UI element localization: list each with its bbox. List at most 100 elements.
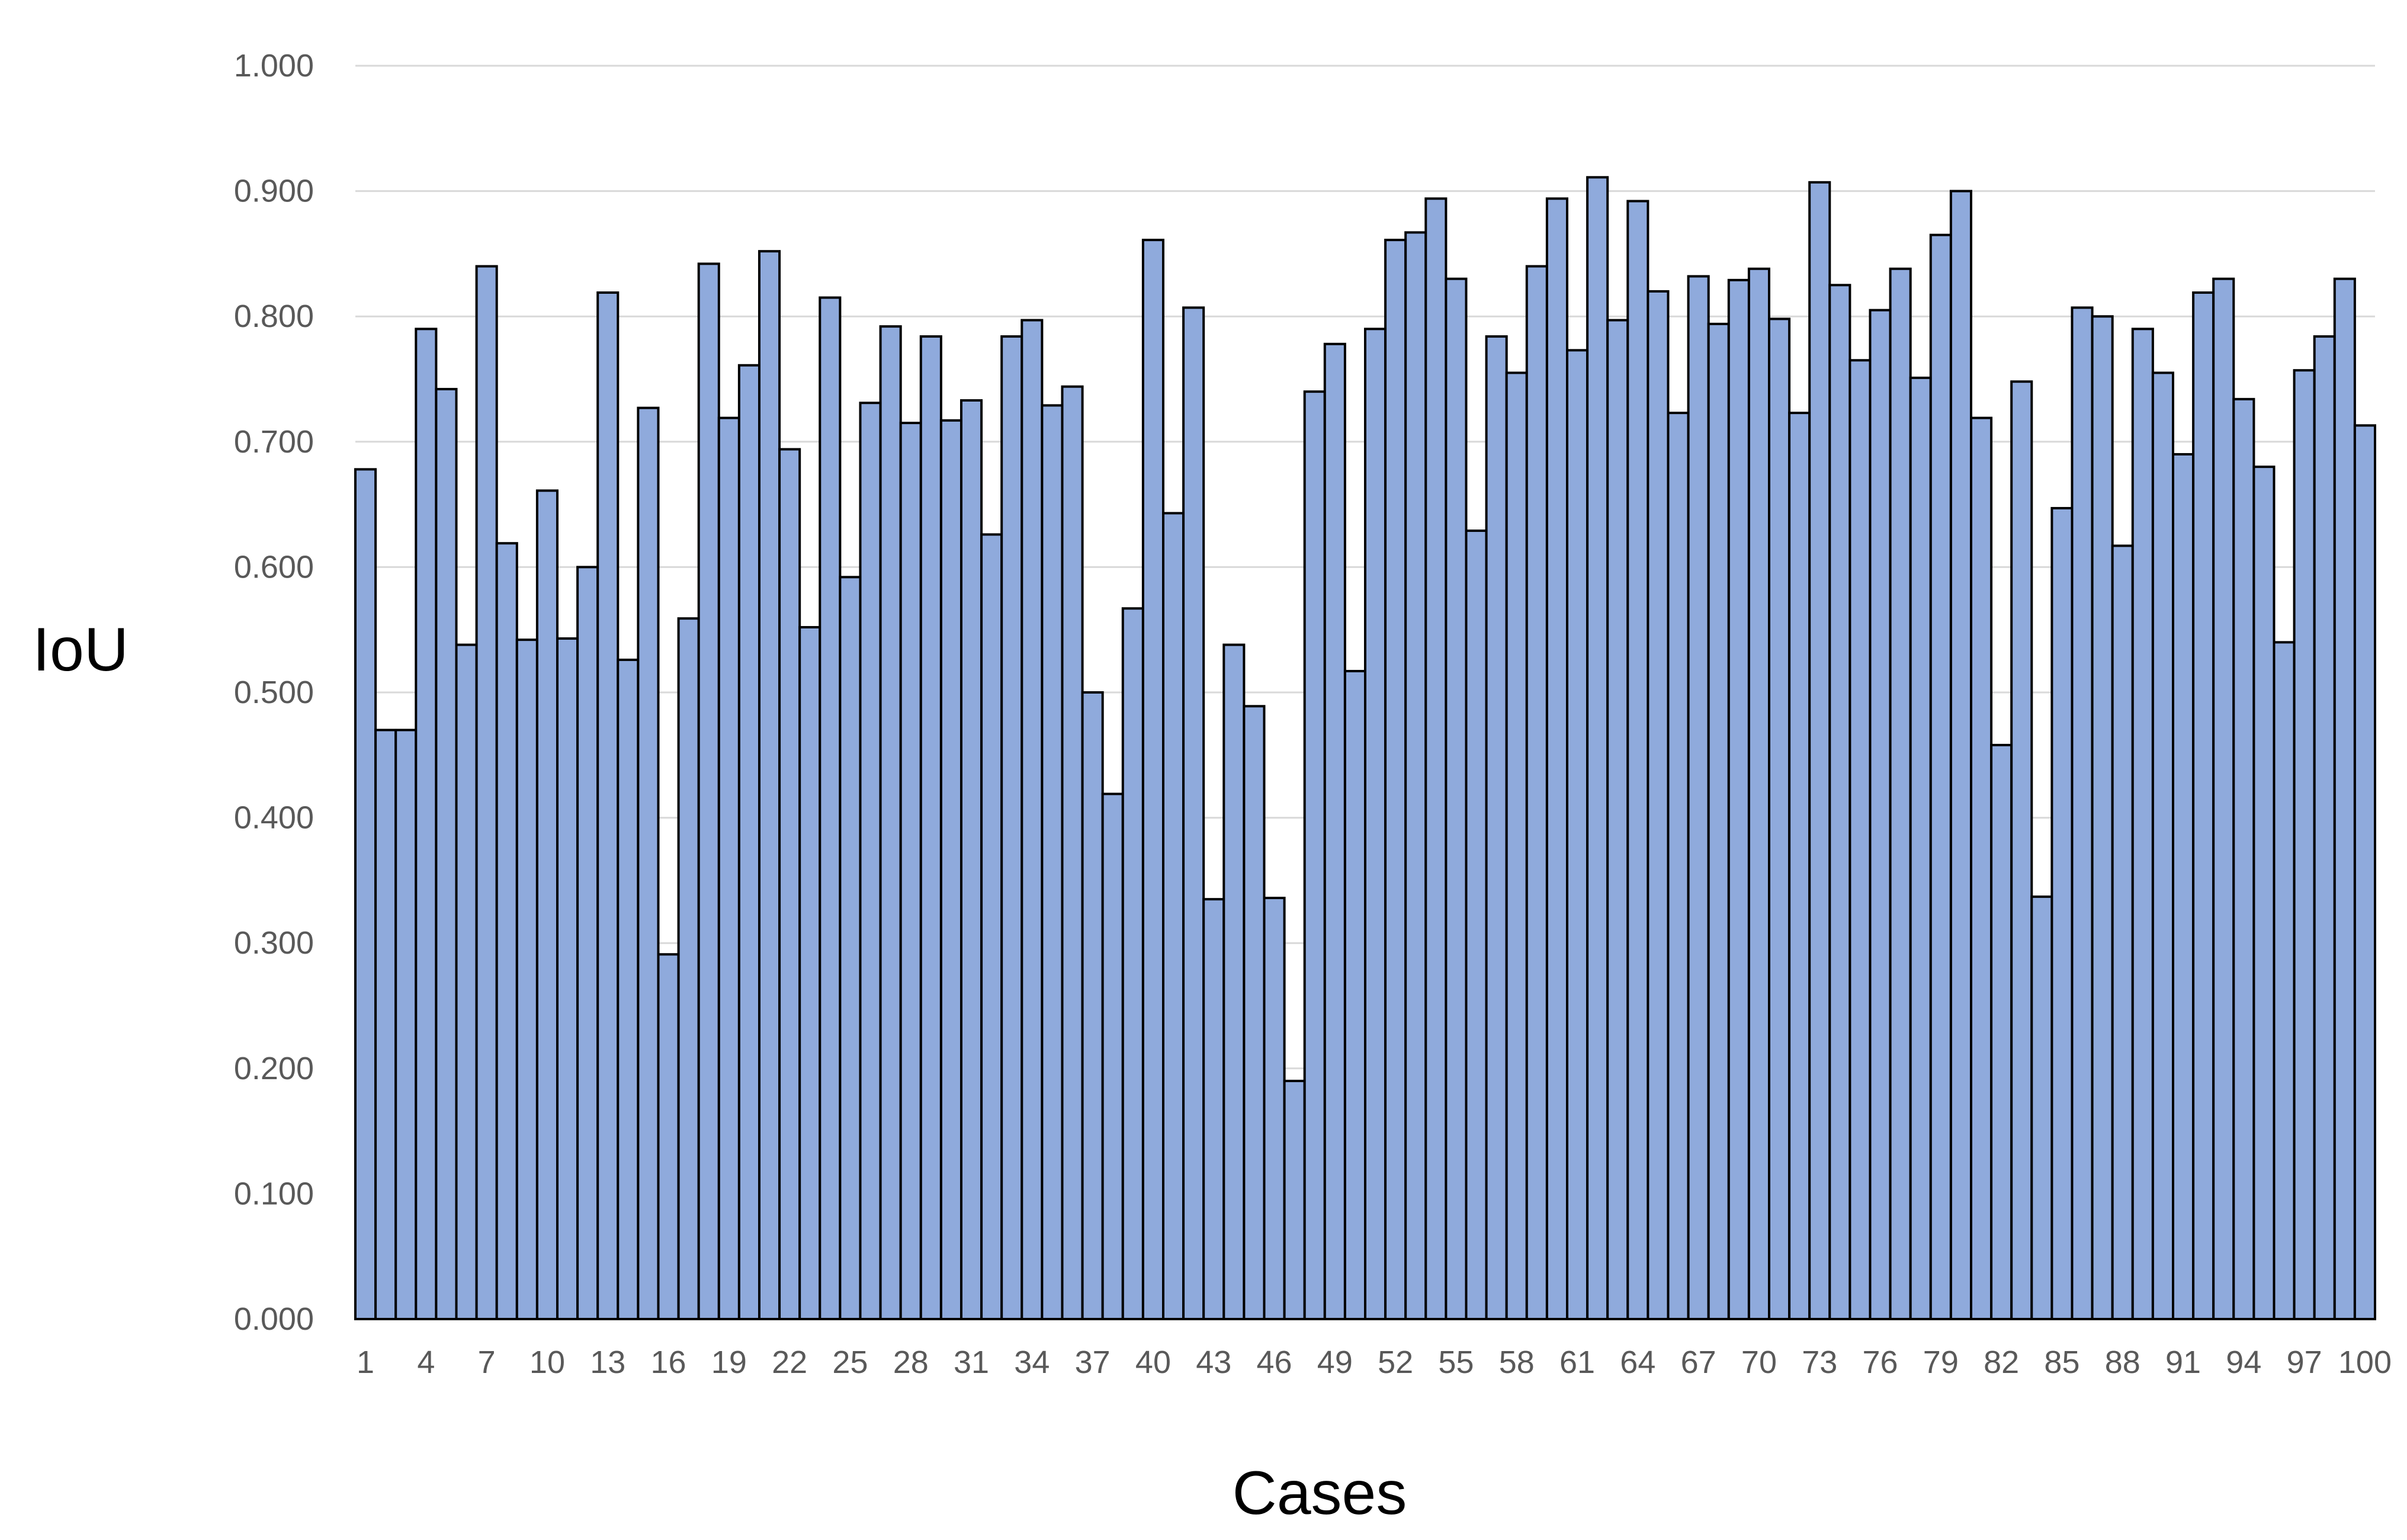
x-tick-label: 64 [1620, 1345, 1655, 1380]
bar-case-31 [960, 399, 983, 1320]
x-tick-label: 10 [529, 1345, 565, 1380]
bar-case-40 [1141, 239, 1165, 1320]
x-tick-label: 67 [1681, 1345, 1716, 1380]
bar-case-29 [919, 335, 942, 1320]
bar-case-68 [1707, 322, 1730, 1320]
bar-case-60 [1545, 197, 1568, 1320]
bar-case-97 [2293, 369, 2316, 1320]
x-tick-label: 22 [772, 1345, 807, 1380]
bar-case-47 [1283, 1079, 1306, 1320]
x-tick-label: 79 [1923, 1345, 1959, 1380]
bar-case-22 [778, 448, 801, 1320]
x-axis-ticks: 1 4 7 10 13 16 19 22 25 28 31 34 37 40 43 46 49 52 55 58 61 6… [357, 1345, 2392, 1380]
bar-case-88 [2111, 544, 2134, 1320]
x-tick-label: 16 [651, 1345, 686, 1380]
bar-case-42 [1182, 306, 1205, 1321]
bar-case-44 [1222, 643, 1246, 1320]
y-tick-label: 0.900 [234, 174, 314, 209]
x-tick-label: 97 [2287, 1345, 2322, 1380]
bar-case-54 [1424, 197, 1448, 1320]
x-tick-label: 55 [1438, 1345, 1474, 1380]
x-tick-label: 52 [1378, 1345, 1413, 1380]
bar-case-38 [1101, 793, 1124, 1320]
bar-case-50 [1343, 670, 1366, 1320]
y-tick-label: 0.800 [234, 299, 314, 334]
y-tick-label: 1.000 [234, 48, 314, 84]
bar-case-98 [2313, 335, 2336, 1320]
bar-case-26 [859, 402, 882, 1320]
x-tick-label: 91 [2165, 1345, 2201, 1380]
y-tick-label: 0.200 [234, 1051, 314, 1086]
x-tick-label: 70 [1741, 1345, 1777, 1380]
bar-case-56 [1465, 530, 1488, 1320]
bar-case-7 [475, 265, 498, 1320]
x-tick-label: 34 [1014, 1345, 1050, 1380]
x-tick-label: 37 [1075, 1345, 1111, 1380]
bar-case-62 [1586, 176, 1609, 1321]
bar-case-3 [394, 729, 418, 1320]
bar-case-76 [1869, 309, 1892, 1320]
x-tick-label: 85 [2044, 1345, 2079, 1380]
bar-case-21 [758, 250, 781, 1321]
bar-case-17 [677, 617, 700, 1320]
bar-case-91 [2172, 453, 2195, 1321]
x-tick-label: 43 [1196, 1345, 1231, 1380]
x-tick-label: 82 [1984, 1345, 2019, 1380]
y-tick-label: 0.500 [234, 675, 314, 710]
bar-case-4 [415, 328, 438, 1320]
bar-case-28 [899, 422, 922, 1320]
bar-case-52 [1384, 239, 1407, 1320]
bar-case-37 [1081, 691, 1104, 1320]
y-tick-label: 0.000 [234, 1301, 314, 1337]
x-tick-label: 76 [1863, 1345, 1898, 1380]
bar-case-20 [737, 364, 761, 1320]
x-tick-label: 25 [832, 1345, 868, 1380]
bar-case-5 [435, 387, 458, 1320]
y-axis-ticks: 0.000 0.100 0.200 0.300 0.400 0.500 0.600 0.700… [234, 48, 314, 1337]
y-tick-label: 0.100 [234, 1176, 314, 1211]
x-tick-label: 4 [417, 1345, 435, 1380]
bar-case-51 [1364, 328, 1387, 1320]
x-tick-label: 49 [1317, 1345, 1353, 1380]
bar-case-64 [1626, 200, 1649, 1321]
bar-case-24 [819, 296, 842, 1321]
x-tick-label: 31 [954, 1345, 989, 1380]
x-tick-label: 88 [2105, 1345, 2140, 1380]
bar-case-77 [1889, 267, 1912, 1320]
bar-case-61 [1566, 349, 1589, 1320]
bar-case-92 [2192, 291, 2215, 1321]
bar-case-30 [939, 419, 963, 1320]
bar-case-19 [717, 416, 740, 1321]
bar-case-10 [535, 489, 559, 1320]
x-tick-label: 100 [2338, 1345, 2392, 1380]
bar-case-41 [1162, 512, 1185, 1320]
bars [354, 176, 2376, 1321]
bar-case-1 [354, 468, 377, 1320]
y-tick-label: 0.300 [234, 925, 314, 961]
bar-case-93 [2212, 277, 2235, 1321]
bar-case-8 [495, 542, 518, 1320]
bar-case-63 [1606, 319, 1629, 1320]
bar-case-18 [697, 262, 720, 1320]
bar-case-100 [2353, 424, 2376, 1320]
bar-case-9 [515, 639, 538, 1320]
bar-case-49 [1323, 342, 1346, 1321]
bar-case-99 [2333, 277, 2356, 1321]
x-tick-label: 94 [2226, 1345, 2261, 1380]
bar-case-80 [1949, 190, 1972, 1321]
x-tick-label: 19 [711, 1345, 747, 1380]
x-tick-label: 46 [1257, 1345, 1292, 1380]
bar-case-73 [1808, 181, 1831, 1321]
bar-case-25 [839, 576, 862, 1320]
x-axis-title: Cases [1233, 1459, 1407, 1528]
bar-case-6 [455, 643, 478, 1320]
bar-case-81 [1970, 416, 1993, 1321]
bar-case-90 [2151, 371, 2174, 1320]
bar-case-71 [1768, 317, 1791, 1320]
bar-case-74 [1828, 284, 1851, 1320]
bar-case-43 [1202, 898, 1225, 1320]
x-tick-label: 73 [1802, 1345, 1837, 1380]
x-tick-label: 61 [1559, 1345, 1595, 1380]
